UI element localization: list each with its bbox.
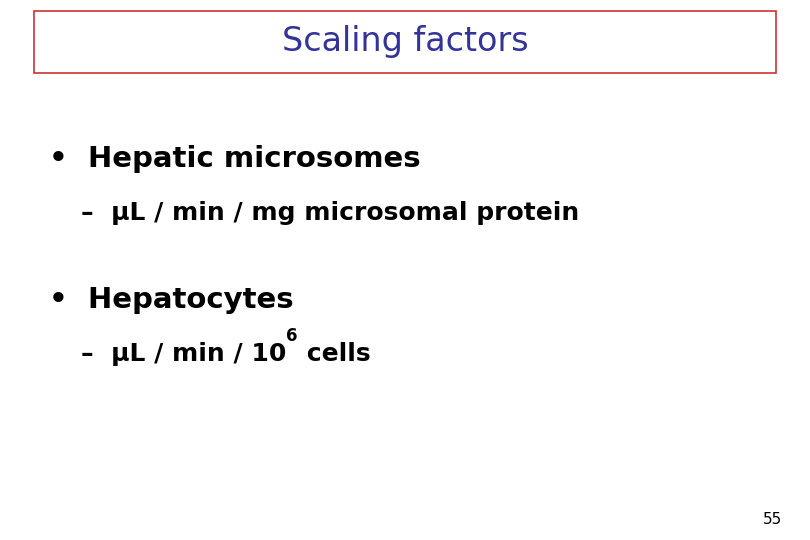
Text: –  μL / min / 10: – μL / min / 10	[81, 342, 287, 366]
Text: –  μL / min / mg microsomal protein: – μL / min / mg microsomal protein	[81, 201, 579, 225]
Text: •  Hepatocytes: • Hepatocytes	[49, 286, 293, 314]
FancyBboxPatch shape	[34, 11, 776, 73]
Text: 55: 55	[762, 511, 782, 526]
Text: •  Hepatic microsomes: • Hepatic microsomes	[49, 145, 420, 173]
Text: cells: cells	[298, 342, 370, 366]
Text: Scaling factors: Scaling factors	[282, 25, 528, 58]
Text: 6: 6	[287, 327, 298, 346]
